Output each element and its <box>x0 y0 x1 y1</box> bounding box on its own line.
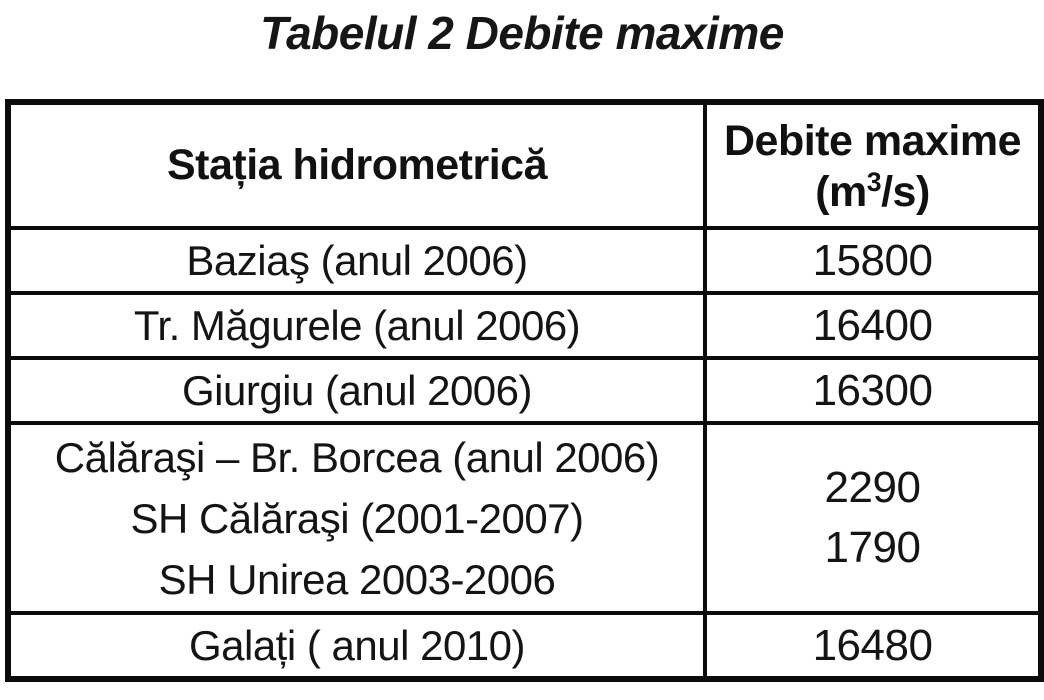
value-cell: 15800 <box>703 226 1043 295</box>
column-header-debite: Debite maxime (m3/s) <box>703 100 1043 230</box>
page-title: Tabelul 2 Debite maxime <box>260 7 784 59</box>
column-header-debite-label: Debite maxime <box>723 117 1022 165</box>
table-row: Tr. Măgurele (anul 2006) 16400 <box>6 291 1043 360</box>
debite-maxime-table: Stația hidrometrică Debite maxime (m3/s)… <box>5 99 1044 682</box>
flow-value: 16480 <box>812 620 933 670</box>
value-cell: 16480 <box>703 611 1043 681</box>
flow-value: 16300 <box>812 365 933 415</box>
station-name: Giurgiu (anul 2006) <box>181 367 533 414</box>
table-row: Călăraşi – Br. Borcea (anul 2006) SH Căl… <box>6 421 1043 615</box>
table-header-row: Stația hidrometrică Debite maxime (m3/s) <box>6 100 1043 230</box>
station-name: Călăraşi – Br. Borcea (anul 2006) <box>54 433 660 481</box>
column-header-debite-unit: (m3/s) <box>707 167 1038 222</box>
unit-exponent: 3 <box>866 167 882 198</box>
unit-pre: (m <box>815 168 867 216</box>
station-name: SH Unirea 2003-2006 <box>158 555 556 603</box>
flow-value: 2290 <box>824 463 921 512</box>
station-cell: Giurgiu (anul 2006) <box>6 356 707 425</box>
station-name: Baziaş (anul 2006) <box>186 237 528 284</box>
flow-value: 1790 <box>824 523 921 572</box>
table-row: Galați ( anul 2010) 16480 <box>6 611 1043 681</box>
unit-post: /s) <box>881 168 930 216</box>
table-row: Baziaş (anul 2006) 15800 <box>6 226 1043 295</box>
flow-value: 16400 <box>812 300 933 350</box>
flow-value: 15800 <box>812 235 933 285</box>
station-name: Galați ( anul 2010) <box>188 622 526 669</box>
station-name: Tr. Măgurele (anul 2006) <box>133 302 581 349</box>
station-cell: Călăraşi – Br. Borcea (anul 2006) SH Căl… <box>6 421 707 615</box>
station-cell: Tr. Măgurele (anul 2006) <box>6 291 707 360</box>
value-cell: 2290 1790 <box>703 421 1043 615</box>
station-cell: Baziaş (anul 2006) <box>6 226 707 295</box>
value-cell: 16400 <box>703 291 1043 360</box>
station-cell: Galați ( anul 2010) <box>6 611 707 681</box>
table-row: Giurgiu (anul 2006) 16300 <box>6 356 1043 425</box>
station-name: SH Călăraşi (2001-2007) <box>130 494 584 542</box>
column-header-station: Stația hidrometrică <box>6 100 707 230</box>
value-cell: 16300 <box>703 356 1043 425</box>
column-header-station-label: Stația hidrometrică <box>167 141 548 189</box>
